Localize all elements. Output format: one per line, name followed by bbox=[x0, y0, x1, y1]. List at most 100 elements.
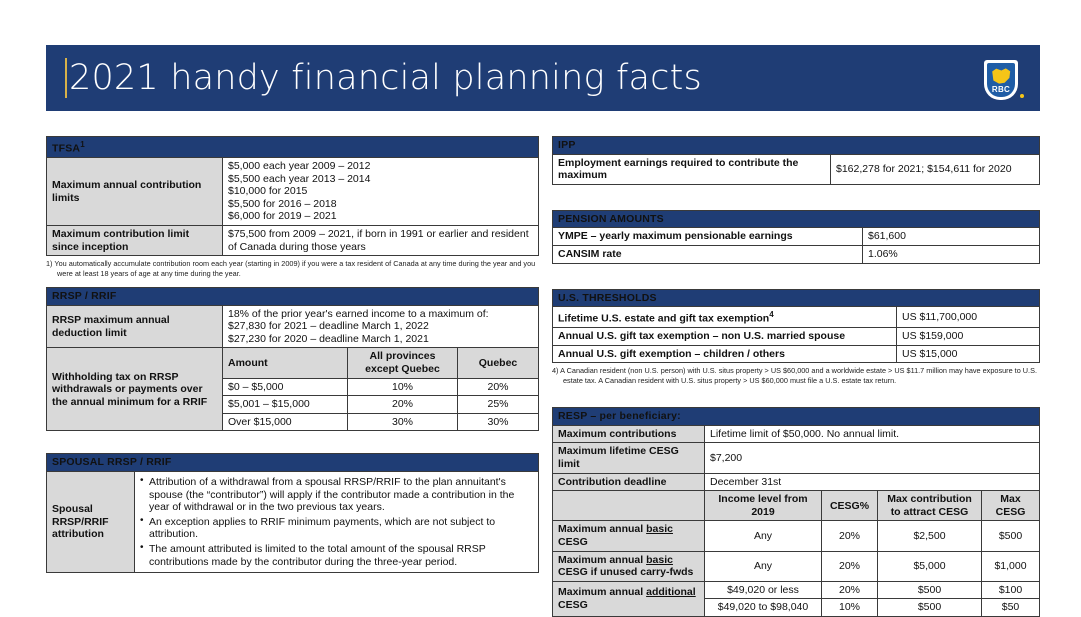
ipp-section-header: IPP bbox=[552, 136, 1040, 155]
rrsp-band-0-quebec: 20% bbox=[457, 377, 539, 397]
resp-col-header-max-cesg: Max CESG bbox=[981, 490, 1040, 522]
resp-cesg-row-0-income: Any bbox=[704, 520, 822, 552]
tfsa-row-1-value: $75,500 from 2009 – 2021, if born in 199… bbox=[222, 225, 539, 257]
tfsa-heading-superscript: 1 bbox=[80, 140, 85, 149]
ipp-row-0-label: Employment earnings required to contribu… bbox=[552, 153, 831, 185]
tfsa-heading-text: TFSA bbox=[52, 142, 81, 155]
us-thresholds-footnote: 4) A Canadian resident (non U.S. person)… bbox=[552, 366, 1040, 385]
table-row: Annual U.S. gift tax exemption – non U.S… bbox=[552, 327, 1040, 346]
rrsp-band-1-provinces: 20% bbox=[347, 395, 458, 414]
rrsp-band-2-provinces: 30% bbox=[347, 412, 458, 432]
table-row: Maximum annual contribution limits $5,00… bbox=[46, 157, 539, 227]
us-footnote-text: A Canadian resident (non U.S. person) wi… bbox=[560, 366, 1037, 385]
tfsa-heading: TFSA1 bbox=[46, 135, 539, 159]
resp-row-2-label: Contribution deadline bbox=[552, 472, 705, 492]
spousal-bullets-cell: Attribution of a withdrawal from a spous… bbox=[134, 470, 539, 574]
table-tfsa: TFSA1 Maximum annual contribution limits… bbox=[46, 135, 539, 257]
right-column: IPP Employment earnings required to cont… bbox=[552, 136, 1040, 617]
resp-cesg-row-0-maxcontrib: $2,500 bbox=[877, 520, 982, 552]
tfsa-row-0-value: $5,000 each year 2009 – 2012 $5,500 each… bbox=[222, 157, 539, 227]
table-row: Income level from 2019 CESG% Max contrib… bbox=[552, 490, 1040, 522]
resp-cesg-row-2-pct: 20% bbox=[821, 580, 878, 600]
resp-cesg-row-1-income: Any bbox=[704, 550, 822, 582]
spousal-bullet-list: Attribution of a withdrawal from a spous… bbox=[140, 475, 533, 568]
rrsp-band-2-amount: Over $15,000 bbox=[222, 412, 348, 432]
table-ipp: IPP Employment earnings required to cont… bbox=[552, 136, 1040, 185]
tfsa-footnote: 1) You automatically accumulate contribu… bbox=[46, 259, 539, 278]
spousal-label: Spousal RRSP/RRIF attribution bbox=[46, 470, 135, 574]
table-resp: RESP – per beneficiary: Maximum contribu… bbox=[552, 407, 1040, 617]
rrsp-col-header-provinces: All provinces except Quebec bbox=[347, 347, 458, 379]
table-row: Maximum annual additional CESG $49,020 o… bbox=[552, 580, 1040, 617]
table-row: $5,001 – $15,000 20% 25% bbox=[47, 395, 539, 414]
tfsa-row-0-label: Maximum annual contribution limits bbox=[46, 157, 223, 227]
table-row: Maximum contributions Lifetime limit of … bbox=[552, 424, 1040, 444]
shield-inner: RBC bbox=[987, 63, 1015, 97]
us-row-1-label: Annual U.S. gift tax exemption – non U.S… bbox=[552, 327, 897, 346]
table-row: Employment earnings required to contribu… bbox=[552, 153, 1040, 185]
rrsp-withholding-label: Withholding tax on RRSP withdrawals or p… bbox=[46, 347, 223, 432]
document-page: 2021 handy financial planning facts RBC … bbox=[0, 0, 1081, 537]
resp-cesg-row-1-maxcontrib: $5,000 bbox=[877, 550, 982, 582]
rrsp-band-1-amount: $5,001 – $15,000 bbox=[222, 395, 348, 414]
us-heading: U.S. THRESHOLDS bbox=[552, 288, 1040, 308]
logo-dot bbox=[1020, 94, 1024, 98]
list-item: The amount attributed is limited to the … bbox=[140, 542, 533, 568]
table-spousal-rrsp-rrif: SPOUSAL RRSP / RRIF Spousal RRSP/RRIF at… bbox=[46, 453, 539, 574]
us-section-header: U.S. THRESHOLDS bbox=[552, 288, 1040, 308]
table-row: Withholding tax on RRSP withdrawals or p… bbox=[46, 347, 539, 432]
resp-cesg-row-2-income: $49,020 or less bbox=[704, 580, 822, 600]
banner-accent-bar bbox=[65, 58, 67, 98]
pension-row-0-value: $61,600 bbox=[862, 227, 1040, 246]
rrsp-heading: RRSP / RRIF bbox=[46, 287, 539, 306]
resp-cesg-row-1-label: Maximum annual basic CESG if unused carr… bbox=[552, 550, 705, 582]
resp-col-header-income-level: Income level from 2019 bbox=[704, 490, 822, 522]
tfsa-footnote-number: 1) bbox=[46, 259, 53, 269]
us-row-0-superscript: 4 bbox=[769, 310, 774, 320]
resp-cesg-row-2-label: Maximum annual additional CESG bbox=[552, 580, 705, 617]
resp-cesg-row-2-label-pre: Maximum annual bbox=[558, 586, 647, 599]
rrsp-col-header-quebec: Quebec bbox=[457, 347, 539, 379]
resp-cesg-row-1-label-pre: Maximum annual bbox=[558, 553, 647, 566]
resp-cesg-row-0-label-post: CESG bbox=[558, 536, 588, 548]
resp-cesg-row-3-maxcontrib: $500 bbox=[877, 598, 982, 617]
table-row: Maximum contribution limit since incepti… bbox=[46, 225, 539, 257]
resp-cesg-row-0-label-emph: basic bbox=[646, 523, 673, 536]
tfsa-row-1-label: Maximum contribution limit since incepti… bbox=[46, 225, 223, 257]
resp-cesg-row-2-maxcontrib: $500 bbox=[877, 580, 982, 600]
tfsa-section-header: TFSA1 bbox=[46, 135, 539, 159]
ipp-heading: IPP bbox=[552, 136, 1040, 155]
table-pension-amounts: PENSION AMOUNTS YMPE – yearly maximum pe… bbox=[552, 209, 1040, 264]
resp-cesg-row-1-label-emph: basic bbox=[646, 553, 673, 566]
spousal-heading: SPOUSAL RRSP / RRIF bbox=[46, 453, 539, 472]
page-title: 2021 handy financial planning facts bbox=[69, 57, 702, 98]
us-row-0-label-text: Lifetime U.S. estate and gift tax exempt… bbox=[558, 312, 770, 325]
ipp-row-0-value: $162,278 for 2021; $154,611 for 2020 bbox=[830, 153, 1040, 185]
resp-cesg-row-3-maxcesg: $50 bbox=[981, 598, 1040, 617]
resp-col-header-max-contribution: Max contribution to attract CESG bbox=[877, 490, 982, 522]
shield-icon: RBC bbox=[984, 60, 1024, 100]
resp-row-0-value: Lifetime limit of $50,000. No annual lim… bbox=[704, 424, 1040, 444]
pension-section-header: PENSION AMOUNTS bbox=[552, 209, 1040, 229]
page-banner: 2021 handy financial planning facts RBC bbox=[46, 45, 1040, 111]
pension-row-1-label: CANSIM rate bbox=[552, 244, 863, 264]
pension-row-0-label: YMPE – yearly maximum pensionable earnin… bbox=[552, 227, 863, 246]
rbc-wordmark: RBC bbox=[991, 85, 1011, 94]
resp-cesg-row-3-income: $49,020 to $98,040 bbox=[704, 598, 822, 617]
table-us-thresholds: U.S. THRESHOLDS Lifetime U.S. estate and… bbox=[552, 288, 1040, 364]
us-row-0-label: Lifetime U.S. estate and gift tax exempt… bbox=[552, 306, 897, 329]
table-row: Maximum annual basic CESG Any 20% $2,500… bbox=[552, 520, 1040, 552]
resp-cesg-row-1-pct: 20% bbox=[821, 550, 878, 582]
table-row: Maximum lifetime CESG limit $7,200 bbox=[552, 442, 1040, 474]
resp-cesg-row-0-pct: 20% bbox=[821, 520, 878, 552]
table-row: $0 – $5,000 10% 20% bbox=[47, 377, 539, 397]
table-row: Lifetime U.S. estate and gift tax exempt… bbox=[552, 306, 1040, 329]
resp-cesg-row-0-label: Maximum annual basic CESG bbox=[552, 520, 705, 552]
tfsa-footnote-text: You automatically accumulate contributio… bbox=[54, 259, 536, 278]
table-row: Spousal RRSP/RRIF attribution Attributio… bbox=[46, 470, 539, 574]
resp-cesg-row-1-maxcesg: $1,000 bbox=[981, 550, 1040, 582]
resp-heading: RESP – per beneficiary: bbox=[552, 407, 1040, 426]
list-item: Attribution of a withdrawal from a spous… bbox=[140, 475, 533, 514]
rrsp-band-1-quebec: 25% bbox=[457, 395, 539, 414]
table-row: RRSP maximum annual deduction limit 18% … bbox=[46, 304, 539, 349]
